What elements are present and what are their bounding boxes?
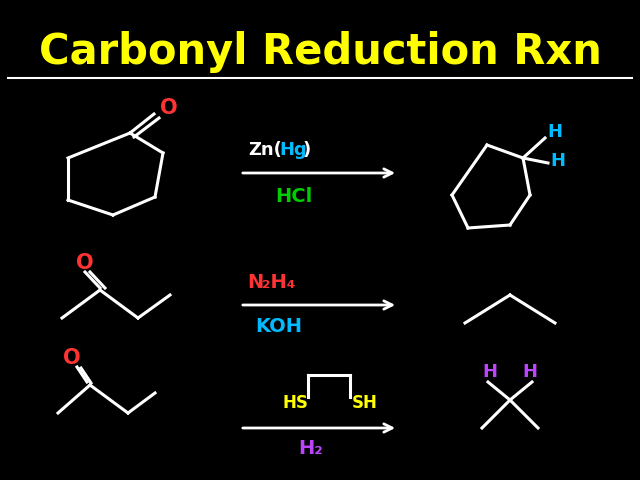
Text: HCl: HCl: [275, 187, 312, 205]
Text: H: H: [483, 363, 497, 381]
Text: O: O: [160, 98, 178, 118]
Text: H₂: H₂: [298, 439, 323, 457]
Text: SH: SH: [352, 394, 378, 412]
Text: Carbonyl Reduction Rxn: Carbonyl Reduction Rxn: [38, 31, 602, 73]
Text: H: H: [550, 152, 565, 170]
Text: H: H: [522, 363, 538, 381]
Text: ₂H₄: ₂H₄: [262, 273, 296, 291]
Text: O: O: [63, 348, 81, 368]
Text: Zn(: Zn(: [248, 141, 282, 159]
Text: Hg: Hg: [279, 141, 307, 159]
Text: O: O: [76, 253, 94, 273]
Text: KOH: KOH: [255, 316, 302, 336]
Text: H: H: [547, 123, 562, 141]
Text: ): ): [302, 141, 310, 159]
Text: HS: HS: [282, 394, 308, 412]
Text: N: N: [247, 273, 263, 291]
